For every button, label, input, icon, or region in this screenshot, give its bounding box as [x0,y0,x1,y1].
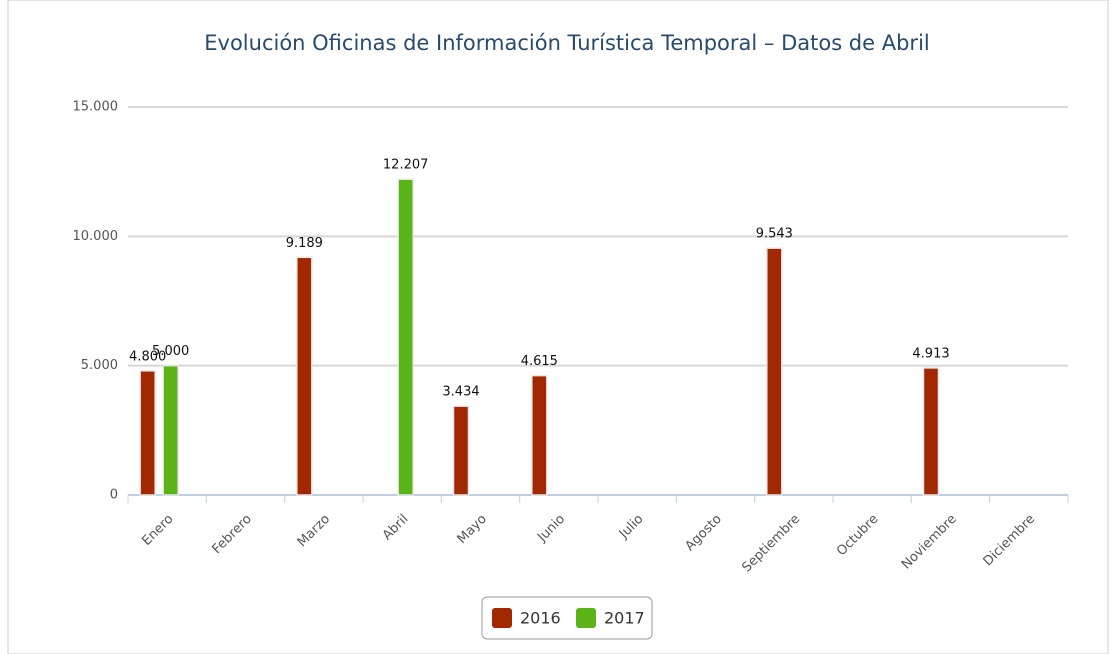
bar [922,367,940,496]
y-tick-label: 10.000 [73,229,119,244]
data-label: 3.434 [442,385,479,400]
chart-title: Evolución Oficinas de Información Turíst… [204,31,929,55]
data-label: 12.207 [383,158,429,173]
y-tick-label: 15.000 [73,100,119,115]
y-tick-label: 0 [110,488,118,503]
legend-label: 2017 [604,609,645,628]
bar [452,405,470,496]
legend-label: 2016 [520,609,561,628]
bar [162,364,179,496]
bar [397,178,414,496]
data-label: 4.615 [521,354,558,369]
data-label: 9.543 [756,227,793,242]
chart-frame [7,0,1109,654]
bar [531,374,548,496]
data-label: 4.913 [912,346,949,361]
data-label: 5.000 [152,344,189,359]
data-label: 9.189 [286,236,323,251]
bar [296,256,313,496]
y-tick-label: 5.000 [81,358,118,373]
data-label: 4.800 [129,349,166,364]
bar [766,247,783,496]
legend-box [481,596,653,640]
legend-swatch [576,608,596,628]
legend-swatch [492,608,512,628]
bar [139,370,156,496]
